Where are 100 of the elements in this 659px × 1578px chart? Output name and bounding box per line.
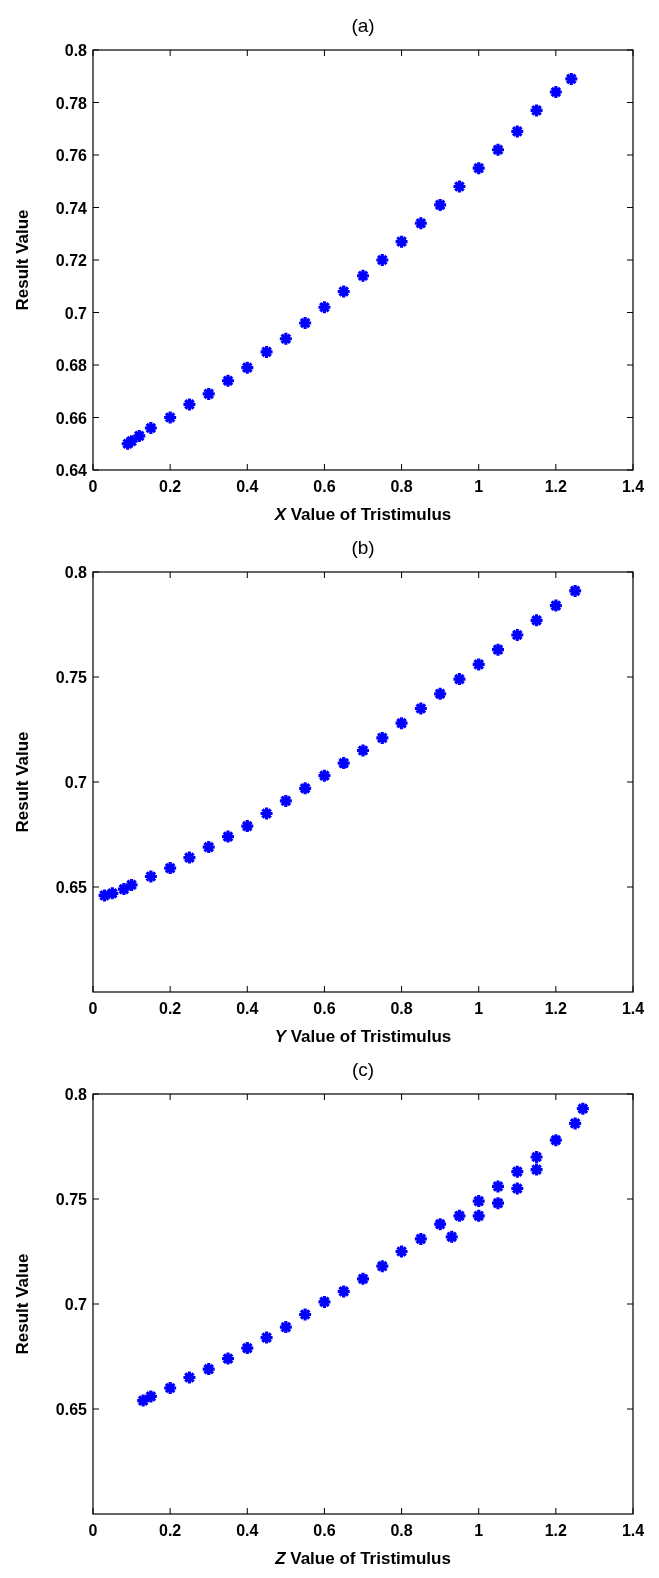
y-axis-title: Result Value <box>13 1253 32 1355</box>
y-tick-label: 0.65 <box>55 1401 88 1418</box>
point <box>471 1193 487 1209</box>
x-tick-label: 0.8 <box>390 1000 413 1017</box>
point <box>220 829 236 845</box>
point <box>239 818 255 834</box>
x-axis-title: Y Value of Tristimulus <box>274 1027 452 1046</box>
y-axis-title: Result Value <box>13 731 32 833</box>
point <box>563 71 579 87</box>
point <box>413 215 429 231</box>
x-tick-label: 0.2 <box>159 478 182 495</box>
x-tick-label: 0 <box>88 1522 98 1539</box>
point <box>432 1216 448 1232</box>
point <box>201 1361 217 1377</box>
point <box>239 360 255 376</box>
chart-title: (c) <box>351 1059 375 1080</box>
point <box>528 102 545 118</box>
y-tick-label: 0.7 <box>64 1296 88 1313</box>
x-tick-label: 0.4 <box>236 478 259 495</box>
point <box>220 373 236 389</box>
point <box>374 252 390 268</box>
point <box>297 1306 313 1323</box>
point <box>374 1258 390 1274</box>
x-axis-title: Z Value of Tristimulus <box>274 1549 451 1568</box>
point <box>528 612 545 628</box>
y-tick-label: 0.7 <box>64 304 88 322</box>
point <box>509 627 525 643</box>
point <box>567 583 583 599</box>
point <box>258 805 275 822</box>
point <box>393 715 410 731</box>
x-tick-label: 1 <box>474 478 484 495</box>
x-tick-label: 0 <box>88 1000 98 1017</box>
point <box>297 780 313 796</box>
point <box>413 1231 429 1247</box>
x-tick-label: 1.2 <box>544 1522 568 1539</box>
point <box>258 344 275 360</box>
point <box>316 1294 333 1310</box>
x-tick-label: 0.4 <box>236 1522 259 1539</box>
point <box>316 299 333 315</box>
point <box>471 1208 487 1224</box>
point <box>432 197 448 213</box>
point <box>451 1208 468 1224</box>
point <box>355 268 371 284</box>
x-tick-label: 1 <box>474 1000 484 1017</box>
y-tick-label: 0.75 <box>55 1191 88 1208</box>
point <box>393 234 410 250</box>
x-tick-label: 0.6 <box>313 1522 336 1539</box>
point <box>336 755 352 771</box>
x-tick-label: 0.2 <box>159 1522 182 1539</box>
x-tick-label: 0.6 <box>313 478 336 495</box>
point <box>528 1149 545 1165</box>
point <box>220 1351 236 1367</box>
point <box>181 396 198 412</box>
y-tick-label: 0.78 <box>55 94 88 112</box>
point <box>432 686 448 702</box>
y-tick-label: 0.8 <box>64 564 88 581</box>
point <box>509 1164 525 1180</box>
point <box>181 1369 198 1386</box>
point <box>258 1330 275 1346</box>
point <box>336 1283 352 1299</box>
chart-title: (a) <box>351 15 375 36</box>
y-tick-label: 0.76 <box>55 147 88 164</box>
point <box>490 642 506 658</box>
y-tick-label: 0.8 <box>64 1086 88 1103</box>
x-tick-label: 1.4 <box>621 478 645 495</box>
x-tick-label: 1.2 <box>544 1000 568 1017</box>
y-tick-label: 0.7 <box>64 774 88 791</box>
point <box>181 850 198 866</box>
point <box>162 409 178 426</box>
x-tick-label: 1.2 <box>544 478 568 495</box>
point <box>451 671 468 687</box>
point <box>355 742 371 759</box>
point <box>336 283 352 300</box>
point <box>162 1380 178 1396</box>
point <box>509 123 525 139</box>
x-tick-label: 0 <box>88 478 98 495</box>
point <box>490 142 506 158</box>
x-tick-label: 1.4 <box>621 1000 645 1017</box>
point <box>374 730 390 746</box>
y-tick-label: 0.66 <box>55 409 88 427</box>
point <box>509 1180 525 1197</box>
x-tick-label: 1.4 <box>621 1522 645 1539</box>
point <box>278 1319 294 1335</box>
y-tick-label: 0.8 <box>64 42 88 59</box>
point <box>278 331 294 347</box>
point <box>548 598 564 614</box>
x-tick-label: 0.4 <box>236 1000 259 1017</box>
point <box>239 1340 255 1356</box>
point <box>201 386 217 402</box>
point <box>316 768 333 784</box>
point <box>444 1229 460 1245</box>
point <box>567 1115 583 1131</box>
point <box>528 1162 545 1178</box>
x-tick-label: 0.8 <box>390 478 413 495</box>
x-tick-label: 0.6 <box>313 1000 336 1017</box>
point <box>548 84 564 100</box>
y-tick-label: 0.74 <box>55 199 88 217</box>
point <box>143 868 159 885</box>
point <box>297 315 313 331</box>
point <box>278 793 294 809</box>
